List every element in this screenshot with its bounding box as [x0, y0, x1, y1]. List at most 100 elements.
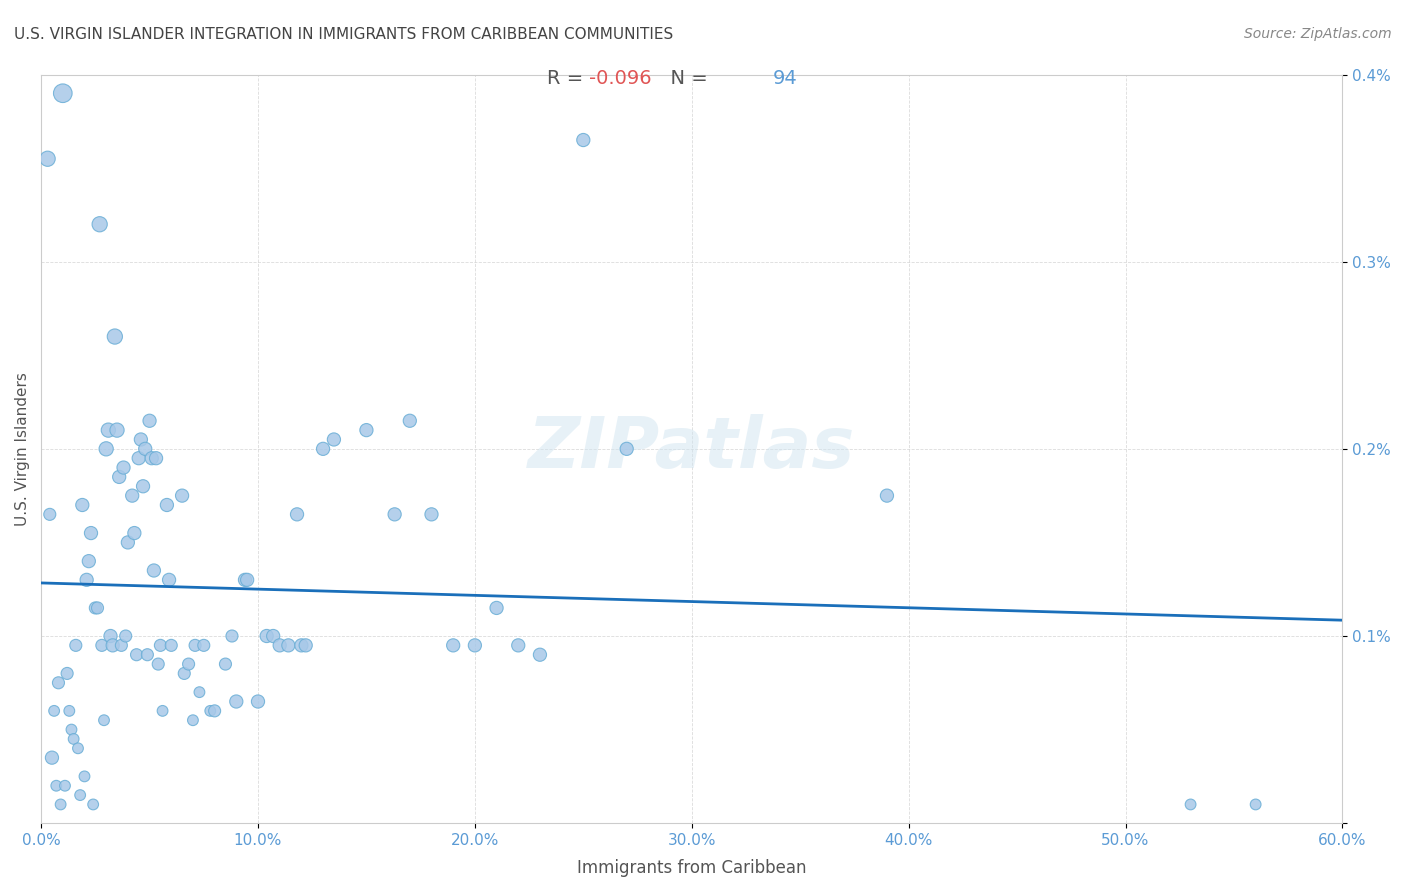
Point [97, 423, 120, 437]
Point [112, 460, 135, 475]
Point [82, 797, 104, 812]
Point [142, 564, 165, 578]
Point [41, 750, 63, 764]
Point [66, 741, 89, 756]
Point [312, 442, 335, 456]
Point [56, 666, 79, 681]
Point [384, 508, 406, 522]
Point [86, 601, 108, 615]
Point [149, 639, 172, 653]
Point [138, 414, 160, 428]
Point [114, 629, 136, 643]
Text: 94: 94 [772, 69, 797, 87]
Point [52, 87, 75, 101]
Point [184, 639, 207, 653]
Point [136, 648, 159, 662]
Point [53, 779, 76, 793]
Point [420, 508, 443, 522]
Point [58, 704, 80, 718]
Point [356, 423, 378, 437]
Point [145, 451, 167, 466]
Point [156, 498, 179, 512]
Point [464, 639, 486, 653]
Point [616, 442, 638, 456]
Point [294, 639, 316, 653]
Point [45, 779, 67, 793]
Point [37, 152, 59, 166]
Point [277, 639, 299, 653]
Text: Source: ZipAtlas.com: Source: ZipAtlas.com [1244, 27, 1392, 41]
Point [42, 704, 65, 718]
Point [76, 573, 98, 587]
Point [77, 554, 100, 568]
Point [269, 639, 291, 653]
Point [128, 451, 150, 466]
Point [876, 489, 898, 503]
Point [89, 217, 111, 231]
Point [529, 648, 551, 662]
Point [125, 648, 148, 662]
Point [256, 629, 278, 643]
Point [124, 526, 146, 541]
Point [62, 731, 84, 746]
Point [121, 489, 143, 503]
Point [262, 629, 284, 643]
Point [290, 639, 312, 653]
Y-axis label: U.S. Virgin Islanders: U.S. Virgin Islanders [15, 372, 30, 525]
Point [177, 657, 200, 671]
Point [80, 526, 103, 541]
Point [132, 479, 155, 493]
Point [90, 639, 112, 653]
Point [69, 788, 91, 802]
Point [101, 639, 124, 653]
Point [181, 713, 204, 727]
Point [221, 629, 243, 643]
Point [246, 694, 269, 708]
Point [1180, 797, 1202, 812]
Point [233, 573, 256, 587]
Point [173, 666, 195, 681]
Text: ZIPatlas: ZIPatlas [529, 415, 855, 483]
Point [100, 629, 122, 643]
Point [157, 573, 180, 587]
Point [152, 704, 174, 718]
Point [65, 639, 87, 653]
Point [49, 797, 72, 812]
Point [193, 639, 215, 653]
Point [73, 769, 96, 783]
Text: R =: R = [547, 69, 591, 87]
Point [84, 601, 107, 615]
Point [141, 451, 163, 466]
Point [188, 685, 211, 699]
Point [110, 639, 132, 653]
Text: U.S. VIRGIN ISLANDER INTEGRATION IN IMMIGRANTS FROM CARIBBEAN COMMUNITIES: U.S. VIRGIN ISLANDER INTEGRATION IN IMMI… [14, 27, 673, 42]
Point [134, 442, 156, 456]
Point [104, 329, 127, 343]
Point [398, 414, 420, 428]
Point [172, 489, 194, 503]
Point [160, 639, 183, 653]
Point [72, 498, 94, 512]
Point [148, 657, 170, 671]
Point [108, 470, 131, 484]
Point [96, 442, 118, 456]
Point [200, 704, 222, 718]
Point [129, 433, 152, 447]
Point [441, 639, 464, 653]
Point [508, 639, 530, 653]
Point [572, 133, 595, 147]
Text: N =: N = [658, 69, 714, 87]
Point [38, 508, 60, 522]
Point [236, 573, 259, 587]
Point [322, 433, 344, 447]
Text: -0.096: -0.096 [589, 69, 652, 87]
Point [285, 508, 308, 522]
Point [225, 694, 247, 708]
Point [485, 601, 508, 615]
Point [117, 535, 139, 549]
Point [93, 713, 115, 727]
Point [60, 723, 83, 737]
X-axis label: Immigrants from Caribbean: Immigrants from Caribbean [576, 859, 807, 877]
Point [214, 657, 236, 671]
Point [204, 704, 226, 718]
